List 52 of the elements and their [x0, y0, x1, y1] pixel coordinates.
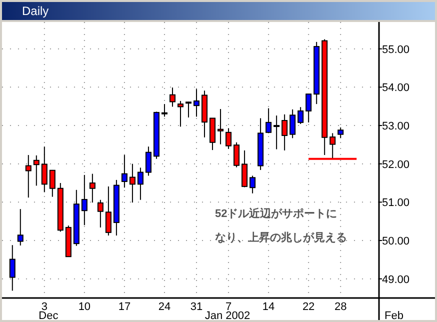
candlestick — [17, 208, 24, 246]
candlestick — [274, 115, 280, 150]
y-tick-label: 55.00 — [382, 44, 410, 56]
candlestick — [137, 167, 144, 200]
x-tick-label: 28 — [334, 301, 347, 313]
candlestick — [186, 101, 192, 118]
candlestick — [89, 173, 96, 204]
candlestick — [234, 142, 240, 168]
x-tick-label: 17 — [118, 301, 131, 313]
candlestick — [9, 244, 16, 292]
y-tick-label: 51.00 — [382, 197, 410, 210]
candlestick — [177, 100, 184, 128]
candlestick — [250, 175, 256, 194]
candlestick — [97, 199, 104, 228]
candlestick — [121, 154, 128, 188]
y-tick-label: 50.00 — [382, 236, 410, 248]
candlestick — [266, 108, 272, 134]
candlestick — [306, 94, 312, 123]
y-tick-label: 49.00 — [382, 274, 410, 286]
x-tick-label: 31 — [190, 301, 203, 313]
y-tick-label: 52.00 — [382, 158, 410, 171]
candlestick — [242, 150, 248, 188]
candlestick — [49, 169, 56, 198]
x-tick-label: 22 — [302, 301, 315, 313]
chart-title: Daily — [22, 4, 49, 18]
candlestick — [298, 106, 304, 124]
candlestick — [290, 108, 296, 139]
candlestick — [145, 146, 152, 176]
x-tick-label: 3 — [41, 301, 48, 313]
candlestick — [218, 108, 224, 145]
text: Feb — [384, 310, 404, 322]
candlestick — [81, 174, 88, 226]
text: Dec — [38, 310, 59, 322]
x-tick-label: 10 — [78, 301, 91, 313]
candlestick — [33, 154, 40, 186]
candlestick — [105, 186, 112, 236]
x-tick-label: 14 — [262, 301, 275, 313]
candlestick — [25, 154, 32, 198]
candlestick — [129, 163, 136, 204]
candlestick — [41, 146, 48, 193]
candlestick — [282, 114, 288, 151]
annotation: 52ドル近辺がサポートに — [215, 207, 338, 220]
candlestick — [194, 88, 200, 118]
candlestick — [161, 104, 168, 118]
text: Jan 2002 — [204, 310, 250, 322]
candlestick — [338, 126, 344, 139]
x-tick-label: 24 — [158, 301, 171, 313]
candlestick — [226, 128, 232, 150]
candlestick — [169, 87, 176, 108]
annotation: なり、上昇の兆しが見える — [215, 231, 347, 244]
y-tick-label: 54.00 — [382, 82, 410, 94]
y-tick-label: 53.00 — [382, 120, 410, 132]
